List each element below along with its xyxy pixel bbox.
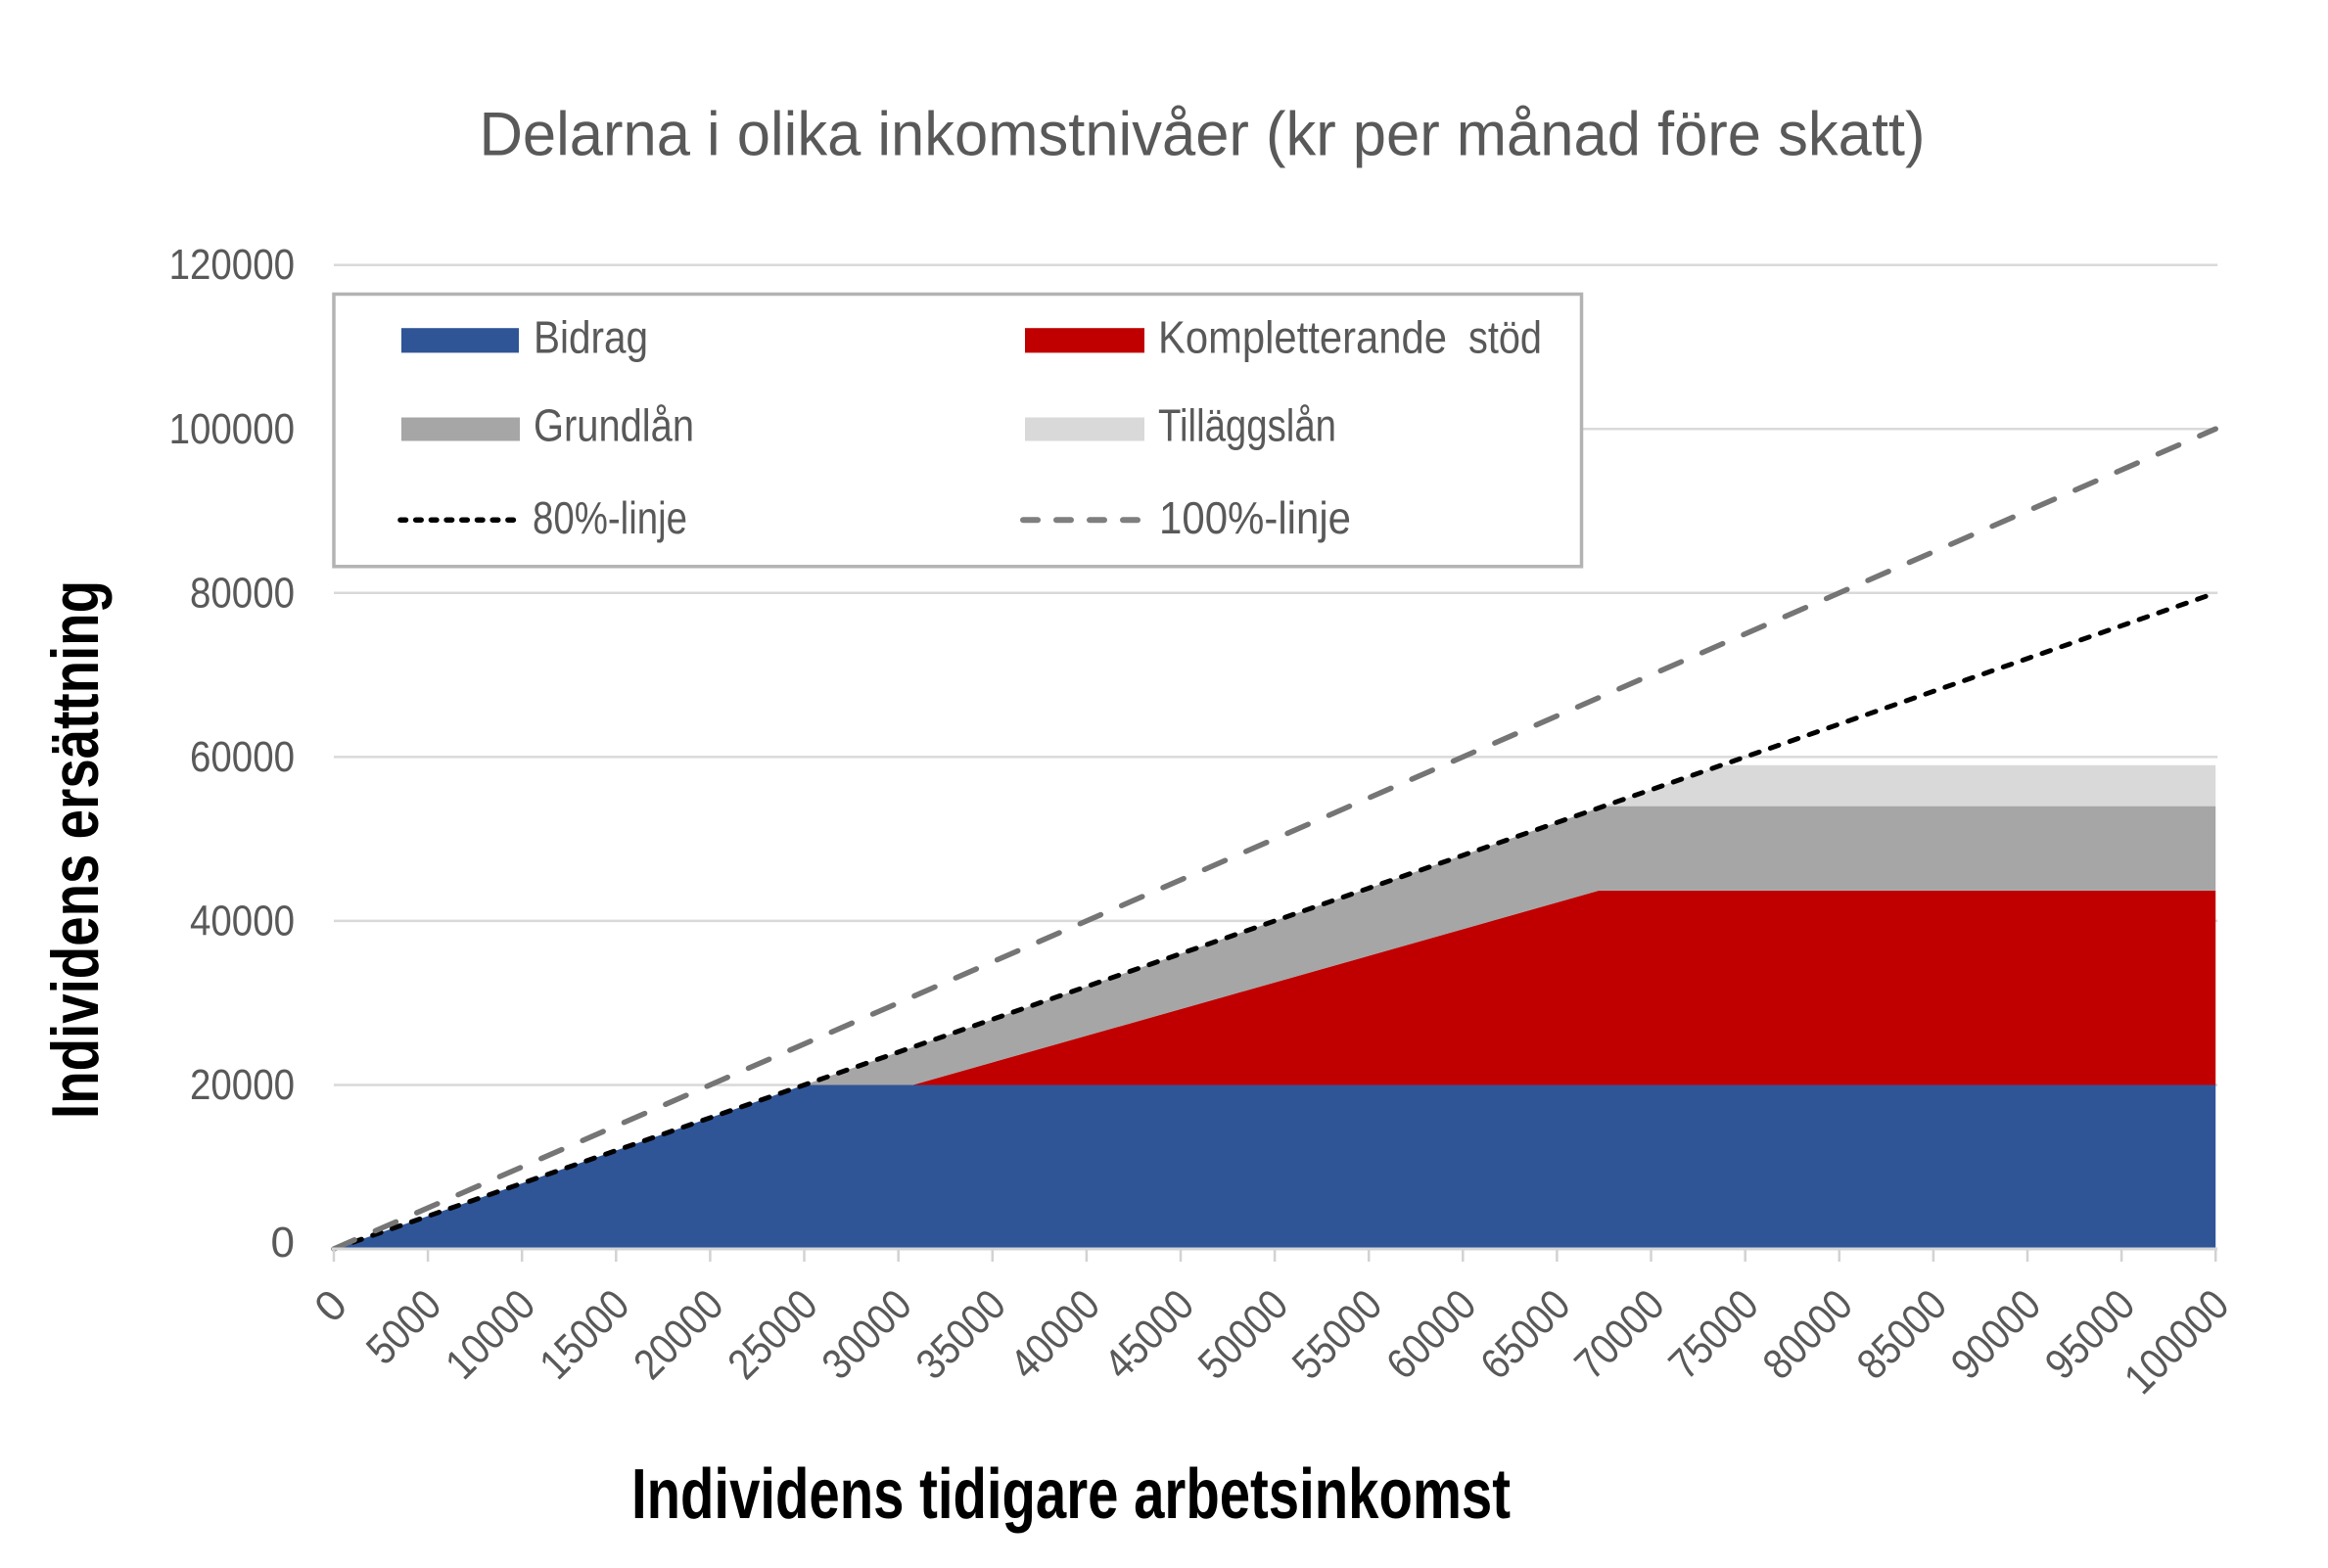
svg-text:120000: 120000: [169, 241, 295, 289]
svg-text:100%-linje: 100%-linje: [1159, 492, 1351, 543]
svg-text:Bidrag: Bidrag: [534, 311, 648, 362]
svg-text:40000: 40000: [190, 897, 295, 945]
svg-text:100000: 100000: [169, 405, 295, 453]
svg-text:stöd: stöd: [1468, 311, 1542, 362]
svg-text:20000: 20000: [190, 1061, 295, 1109]
svg-text:Individens tidigare arbetsinko: Individens tidigare arbetsinkomst: [631, 1455, 1511, 1534]
svg-text:80%-linje: 80%-linje: [533, 492, 687, 543]
svg-text:60000: 60000: [190, 733, 295, 781]
svg-text:0: 0: [271, 1219, 295, 1267]
svg-text:Delarna i olika inkomstnivåer: Delarna i olika inkomstnivåer (kr per må…: [480, 101, 1926, 169]
svg-text:Kompletterande: Kompletterande: [1158, 311, 1447, 362]
svg-text:Individens ersättning: Individens ersättning: [38, 580, 113, 1119]
svg-text:Grundlån: Grundlån: [534, 399, 694, 450]
svg-text:Tilläggslån: Tilläggslån: [1158, 399, 1336, 450]
svg-text:80000: 80000: [190, 569, 295, 617]
